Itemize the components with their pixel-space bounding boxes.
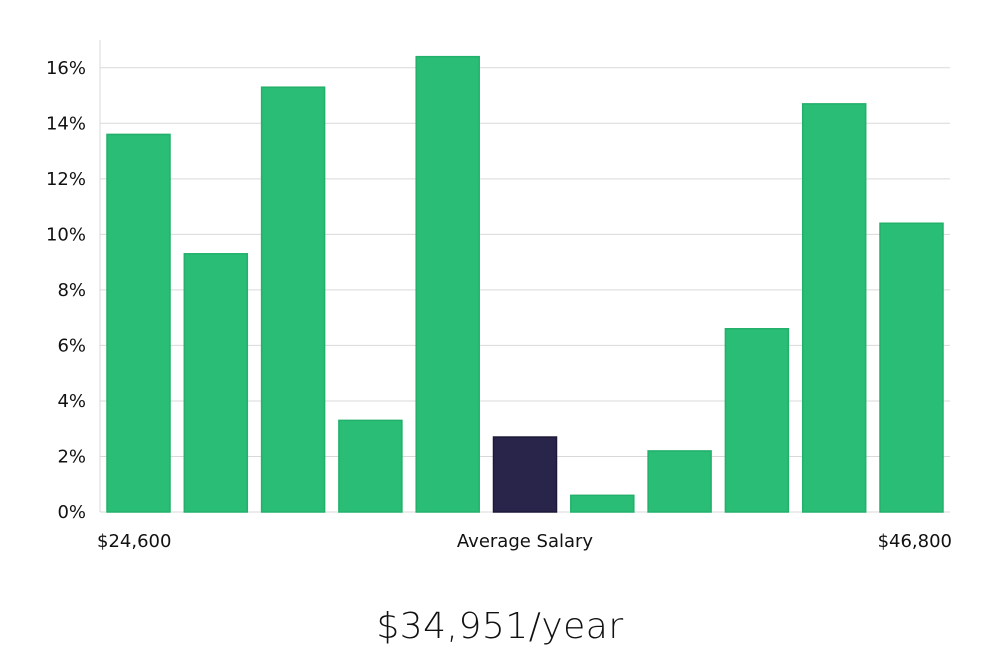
x-label-average-salary: Average Salary xyxy=(457,531,594,552)
y-tick-label: 0% xyxy=(57,502,86,523)
bar xyxy=(801,103,867,513)
x-label-max-salary: $46,800 xyxy=(878,531,952,552)
bar xyxy=(570,494,635,513)
y-tick-label: 6% xyxy=(57,335,86,356)
y-tick-label: 8% xyxy=(57,280,86,301)
bar xyxy=(647,450,712,513)
bar xyxy=(879,222,944,513)
y-tick-label: 12% xyxy=(46,169,86,190)
average-salary-value: $34,951/year xyxy=(376,606,624,647)
bar xyxy=(183,253,249,513)
bar xyxy=(260,86,326,513)
bars xyxy=(106,55,944,513)
x-axis-labels: $24,600 Average Salary $46,800 xyxy=(97,531,952,552)
bar-average-salary xyxy=(492,436,558,513)
bar xyxy=(724,328,790,513)
y-tick-label: 10% xyxy=(46,224,86,245)
bar xyxy=(106,133,171,513)
y-tick-label: 2% xyxy=(57,446,86,467)
y-tick-labels: 0% 2% 4% 6% 8% 10% 12% 14% 16% xyxy=(46,58,86,523)
bar xyxy=(415,55,480,513)
bar xyxy=(338,419,403,513)
salary-distribution-chart: 0% 2% 4% 6% 8% 10% 12% 14% 16% $24,600 Average S… xyxy=(46,40,952,552)
x-label-min-salary: $24,600 xyxy=(97,531,171,552)
y-tick-label: 14% xyxy=(46,113,86,134)
y-tick-label: 4% xyxy=(57,391,86,412)
y-tick-label: 16% xyxy=(46,58,86,79)
